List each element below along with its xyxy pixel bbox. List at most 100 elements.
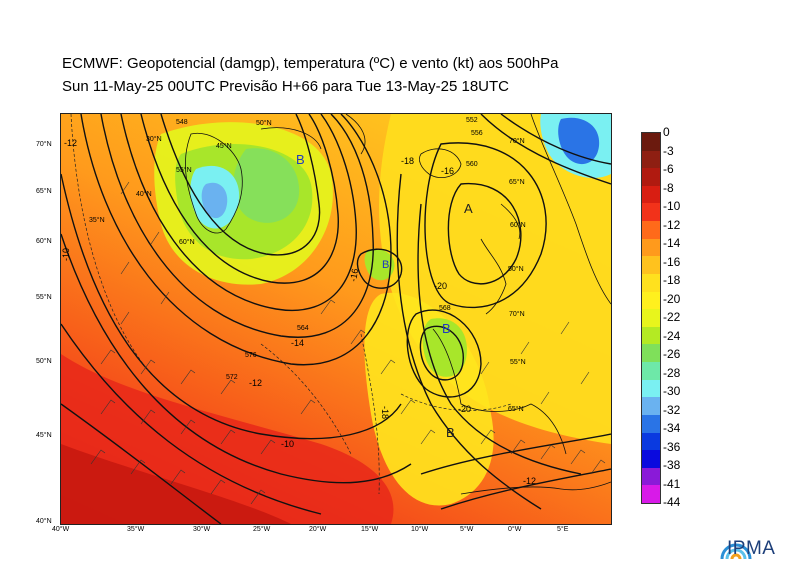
warm-core [61,444,291,524]
map-canvas: B B B A B -12 -10 -18 -16 -20 -14 -12 -1… [61,114,611,524]
legend-label: -12 [663,217,681,232]
legend-swatch [642,467,660,486]
legend-swatch [642,256,660,275]
ipma-logo-icon [720,543,752,560]
legend-swatch [642,450,660,469]
grid-label: 35°N [89,216,105,224]
grid-label: 55°N [176,166,192,174]
temp-label: -16 [441,166,454,176]
temp-label: -16 [348,268,360,283]
grid-label: 60°N [179,238,195,246]
temp-label: -10 [281,439,294,449]
lon-label-5e: 5°E [557,526,569,533]
legend-label: 0 [663,125,670,139]
legend-label: -36 [663,439,681,454]
cold-region-small [364,248,395,281]
chart-title-line1: ECMWF: Geopotencial (damgp), temperatura… [62,55,559,72]
pressure-centre-3: B [442,321,451,336]
legend-swatch [642,185,660,204]
legend-label: -14 [663,236,681,250]
grid-label: 70°N [509,137,525,145]
temperature-legend [641,132,661,504]
geopotential-label: 552 [466,117,478,124]
legend-label: -30 [663,384,681,398]
geopotential-labels: 564 568 572 576 552 548 560 556 [176,117,483,381]
lon-label-0w: 0°W [508,526,522,533]
legend-swatch [642,379,660,398]
lat-label-70n: 70°N [36,141,52,148]
grid-label: 70°N [509,310,525,318]
geopotential-label: 548 [176,119,188,126]
legend-label: -22 [663,310,681,324]
lon-label-35w: 35°W [127,526,145,533]
lat-label-60n: 60°N [36,238,52,245]
legend-label: -41 [663,476,681,491]
grid-label: 50°N [256,119,272,127]
temp-label: -10 [61,248,71,261]
grid-labels: 40°N 35°N 30°N 45°N 50°N 55°N 60°N 65°N … [89,119,526,413]
chart-title-line2: Sun 11-May-25 00UTC Previsão H+66 para T… [62,78,510,95]
pressure-centre-5: B [446,425,455,440]
pressure-centre-1: B [296,152,305,167]
legend-label: -6 [663,162,674,176]
lat-label-65n: 65°N [36,188,52,195]
grid-label: 50°N [508,265,524,273]
wind-barbs [90,181,606,505]
lon-label-30w: 30°W [193,526,211,533]
temp-label: -20 [434,281,447,291]
temperature-labels: -12 -10 -18 -16 -20 -14 -12 -10 -20 -18 … [61,138,536,486]
ipma-logo-text: IPMA [727,538,776,559]
lat-label-40n: 40°N [36,518,52,525]
legend-swatch [642,326,660,345]
geopotential-label: 572 [226,374,238,381]
geopotential-label: 556 [471,130,483,137]
temp-label: -12 [64,138,77,148]
legend-swatch [642,238,660,257]
legend-swatch [642,291,660,310]
legend-swatch [642,221,660,240]
lon-label-5w: 5°W [460,526,474,533]
legend-swatch [642,362,660,381]
grid-label: 30°N [146,135,162,143]
legend-label: -10 [663,199,681,213]
legend-swatch [642,133,660,151]
legend-label: -44 [663,495,681,509]
weather-map: B B B A B -12 -10 -18 -16 -20 -14 -12 -1… [60,113,612,525]
legend-label: -34 [663,421,681,435]
isotherms [70,114,512,495]
legend-label: -8 [663,180,674,195]
lat-label-50n: 50°N [36,358,52,365]
temp-label: -18 [380,406,390,419]
lon-label-25w: 25°W [253,526,271,533]
legend-label: -32 [663,402,681,417]
legend-label: -28 [663,365,681,380]
lon-label-15w: 15°W [361,526,379,533]
lon-label-10w: 10°W [411,526,429,533]
lon-label-40w: 40°W [52,526,70,533]
grid-label: 65°N [509,178,525,186]
legend-swatch [642,397,660,416]
legend-swatch [642,432,660,451]
temp-label: -14 [291,338,304,348]
temp-label: -18 [401,156,414,166]
legend-swatch [642,203,660,222]
legend-swatch [642,168,660,187]
legend-swatch [642,344,660,363]
geopotential-label: 576 [245,352,257,359]
cold-region-inner [233,148,300,223]
legend-label: -38 [663,458,681,472]
grid-label: 65°N [508,405,524,413]
legend-swatch [642,150,660,169]
coastlines [185,114,611,495]
lat-label-55n: 55°N [36,294,52,301]
geopotential-contours [61,114,611,524]
legend-swatch [642,485,660,504]
temp-label: -12 [523,476,536,486]
geopotential-label: 564 [297,325,309,332]
legend-label: -3 [663,143,674,158]
pressure-centre-4: A [464,201,473,216]
geopotential-label: 560 [466,161,478,168]
legend-swatch [642,273,660,292]
grid-label: 45°N [216,142,232,150]
legend-swatch [642,414,660,433]
